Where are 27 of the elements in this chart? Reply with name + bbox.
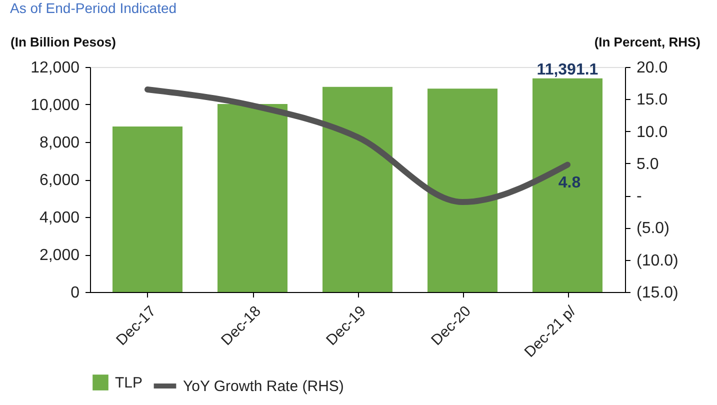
y-axis-title: (In Billion Pesos)	[10, 34, 116, 50]
y2-tick-label: 20.0	[636, 60, 668, 76]
legend-label: YoY Growth Rate (RHS)	[183, 378, 344, 395]
y2-tick-label: (10.0)	[636, 252, 678, 270]
bar	[218, 104, 288, 292]
y-tick-label: 6,000	[39, 172, 80, 189]
y2-tick-label: 15.0	[636, 92, 668, 109]
y-tick-label: 2,000	[39, 247, 80, 264]
y-tick-label: 8,000	[39, 134, 80, 152]
y2-tick-label: (15.0)	[636, 284, 678, 302]
y2-tick-label: -	[636, 188, 642, 206]
y2-tick-label: 5.0	[636, 156, 659, 173]
chart-title: As of End-Period Indicated	[10, 0, 177, 16]
y-tick-label: 0	[70, 284, 80, 302]
bar	[532, 78, 602, 292]
bar	[322, 86, 392, 292]
y2-axis-title: (In Percent, RHS)	[594, 34, 700, 50]
data-label: 4.8	[558, 174, 581, 192]
y2-tick-label: 10.0	[636, 124, 668, 141]
y-tick-label: 4,000	[39, 210, 80, 226]
y-tick-label: 12,000	[30, 60, 80, 76]
data-label: 11,391.1	[536, 61, 598, 78]
y2-tick-label: (5.0)	[636, 220, 670, 238]
legend-label: TLP	[115, 374, 143, 392]
bar	[428, 88, 498, 292]
y-tick-label: 10,000	[30, 97, 80, 114]
bar	[112, 126, 182, 292]
